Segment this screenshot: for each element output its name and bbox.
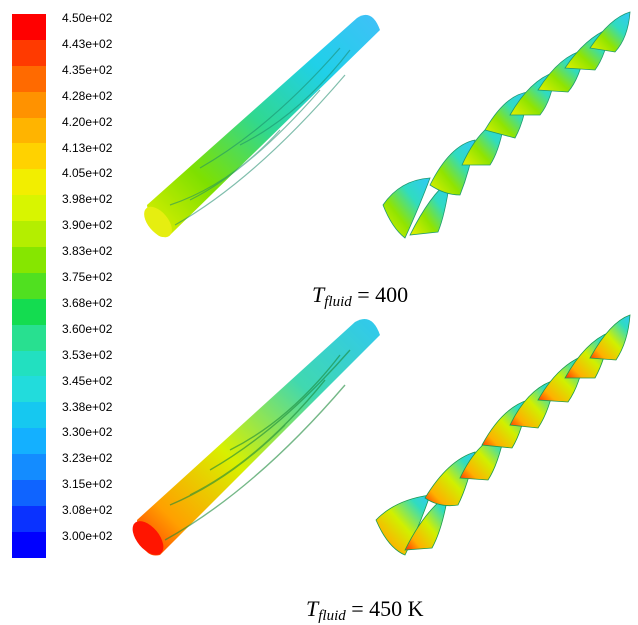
legend-tick-label: 3.45e+02 (62, 373, 113, 388)
legend-swatch (12, 324, 46, 351)
legend-swatch (12, 39, 46, 66)
legend-tick-label: 4.35e+02 (62, 62, 113, 77)
helix-top (382, 11, 631, 239)
legend-swatch (12, 376, 46, 403)
legend-tick-label: 4.05e+02 (62, 166, 113, 181)
legend-tick-label: 3.90e+02 (62, 218, 113, 233)
legend-swatch (12, 91, 46, 118)
legend-tick-label: 3.08e+02 (62, 503, 113, 518)
caption-bottom-value: = 450 K (345, 596, 424, 621)
legend-tick-label: 4.43e+02 (62, 36, 113, 51)
cylinder-top (144, 14, 380, 238)
caption-bottom-symbol: T (306, 596, 319, 621)
legend-tick-label: 4.13e+02 (62, 140, 113, 155)
helix-bottom (375, 314, 631, 556)
legend-tick-label: 3.38e+02 (62, 399, 113, 414)
legend-tick-label: 3.00e+02 (62, 529, 113, 543)
caption-top: Tfluid = 400 (312, 282, 408, 311)
legend-tick-label: 3.23e+02 (62, 451, 113, 466)
legend-swatch (12, 247, 46, 273)
caption-bottom-subscript: fluid (318, 608, 346, 624)
legend-swatch (12, 480, 46, 506)
legend-tick-label: 3.68e+02 (62, 295, 113, 310)
legend-swatch (12, 298, 46, 325)
caption-bottom: Tfluid = 450 K (306, 596, 424, 625)
legend-swatch (12, 272, 46, 299)
legend-swatch (12, 221, 46, 248)
legend-swatch (12, 505, 46, 532)
legend-swatch (12, 454, 46, 481)
legend-swatch (12, 350, 46, 377)
legend-swatch (12, 143, 46, 170)
cylinder-bottom (132, 318, 380, 556)
legend-tick-label: 3.98e+02 (62, 192, 113, 207)
caption-top-value: = 400 (351, 282, 409, 307)
legend-swatch (12, 169, 46, 196)
legend-tick-label: 3.53e+02 (62, 347, 113, 362)
legend-swatch (12, 531, 46, 558)
legend-tick-label: 3.30e+02 (62, 425, 113, 440)
caption-top-subscript: fluid (324, 294, 352, 310)
color-legend-bar (12, 14, 46, 558)
legend-tick-label: 4.28e+02 (62, 88, 113, 103)
legend-tick-label: 4.20e+02 (62, 114, 113, 129)
legend-swatch (12, 65, 46, 92)
legend-tick-label: 3.15e+02 (62, 477, 113, 492)
legend-tick-label: 4.50e+02 (62, 11, 113, 25)
legend-tick-label: 3.83e+02 (62, 244, 113, 259)
legend-tick-label: 3.60e+02 (62, 321, 113, 336)
legend-swatch (12, 402, 46, 429)
legend-swatch (12, 117, 46, 144)
legend-swatch (12, 14, 46, 40)
caption-top-symbol: T (312, 282, 325, 307)
legend-swatch (12, 195, 46, 222)
legend-tick-label: 3.75e+02 (62, 270, 113, 284)
legend-swatch (12, 428, 46, 455)
